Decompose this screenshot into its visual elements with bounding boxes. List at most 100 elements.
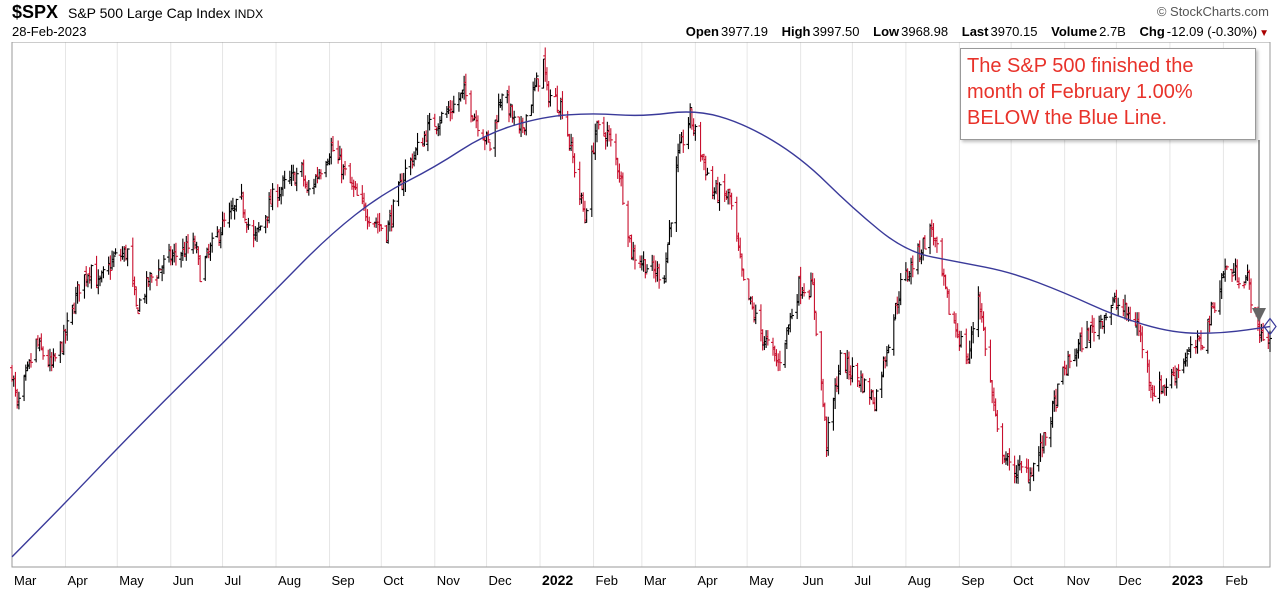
ohlc-bar	[910, 255, 915, 278]
ohlc-bar	[608, 128, 613, 147]
last-price-marker	[1263, 317, 1277, 336]
ohlc-bar	[1055, 383, 1060, 407]
x-axis-labels: Mar Apr May Jun Jul Aug Sep Oct Nov Dec 2022 Feb Mar…	[14, 572, 1248, 588]
ohlc-bar	[548, 89, 553, 107]
ohlc-bar	[203, 256, 208, 281]
ohlc-bar	[891, 314, 896, 356]
ohlc-bar	[1185, 349, 1190, 367]
open-value: 3977.19	[720, 24, 768, 39]
ohlc-bar	[270, 183, 275, 211]
ohlc-bar	[28, 353, 33, 368]
ohlc-bar	[753, 304, 758, 325]
ohlc-bar	[512, 110, 517, 126]
ohlc-bar	[898, 273, 903, 306]
x-tick-label-2: May	[119, 573, 144, 588]
ohlc-bar	[777, 350, 782, 371]
x-tick-label-8: Nov	[437, 573, 461, 588]
ohlc-bar	[1091, 317, 1096, 342]
ohlc-bar	[306, 180, 311, 196]
ohlc-bar	[729, 192, 734, 210]
ohlc-bar	[161, 255, 166, 275]
ohlc-bar	[439, 111, 444, 124]
ohlc-bar	[330, 136, 335, 152]
down-triangle-icon: ▼	[1259, 28, 1269, 39]
ohlc-bar	[113, 248, 118, 255]
ohlc-bar	[717, 182, 722, 211]
ohlc-bar	[705, 167, 710, 176]
ohlc-bar	[1054, 388, 1059, 412]
ohlc-bar	[1176, 364, 1181, 379]
ohlc-bar	[156, 259, 161, 279]
x-tick-label-3: Jun	[173, 573, 194, 588]
ohlc-bar	[420, 137, 425, 147]
ohlc-bar	[1067, 354, 1072, 369]
ohlc-bar	[149, 273, 154, 283]
ohlc-bar	[508, 103, 513, 118]
ohlc-bar	[210, 232, 215, 253]
ohlc-bar	[855, 362, 860, 387]
stockcharts-credit[interactable]: © StockCharts.com	[1156, 4, 1269, 19]
ohlc-bar	[922, 235, 927, 250]
ohlc-bar	[596, 120, 601, 130]
ohlc-bar	[693, 124, 698, 141]
annotation-arrow	[1252, 140, 1266, 322]
grid-lines	[11, 42, 1224, 567]
chart-header: $SPX S&P 500 Large Cap Index INDX 28-Feb-…	[0, 0, 1277, 42]
ohlc-bar	[173, 242, 178, 266]
ohlc-bar	[16, 391, 21, 410]
ohlc-bar	[488, 141, 493, 152]
ohlc-bar	[379, 224, 384, 232]
ohlc-bar	[1109, 304, 1114, 326]
x-tick-label-20: Nov	[1067, 573, 1091, 588]
ohlc-bar	[1019, 460, 1024, 474]
x-tick-label-23: Feb	[1225, 573, 1247, 588]
index-name: S&P 500 Large Cap Index INDX	[68, 5, 263, 21]
ohlc-bar	[959, 330, 964, 348]
ohlc-bar	[555, 85, 560, 113]
ohlc-bar	[134, 286, 139, 307]
ohlc-bar	[1236, 277, 1241, 289]
x-tick-label-18: Sep	[961, 573, 984, 588]
low-label: Low	[873, 24, 900, 39]
x-tick-label-0: Mar	[14, 573, 37, 588]
ohlc-bar	[645, 264, 650, 273]
moving-average-line	[11, 111, 1271, 558]
ohlc-bar	[148, 271, 153, 291]
ohlc-bar	[475, 115, 480, 137]
ohlc-bar	[995, 410, 1000, 432]
ohlc-bar	[524, 114, 529, 136]
last-label: Last	[961, 24, 989, 39]
ohlc-bar	[850, 357, 855, 383]
ohlc-bar	[1249, 278, 1254, 313]
ohlc-bar	[534, 72, 539, 88]
ohlc-bar	[669, 222, 674, 238]
ohlc-bar	[186, 234, 191, 254]
ohlc-bar	[294, 167, 299, 192]
ohlc-bar	[643, 259, 648, 279]
ohlc-bar	[584, 208, 589, 223]
price-chart[interactable]: Mar Apr May Jun Jul Aug Sep Oct Nov Dec 2022 Feb Mar…	[0, 42, 1277, 594]
ohlc-bar	[1224, 265, 1229, 271]
index-name-text: S&P 500 Large Cap Index	[68, 5, 231, 21]
ohlc-bar	[1116, 297, 1121, 317]
ohlc-bar	[765, 330, 770, 346]
ohlc-bar	[89, 264, 94, 289]
ohlc-bar	[983, 326, 988, 357]
ohlc-bar	[741, 268, 746, 281]
ohlc-bar	[125, 248, 130, 267]
ohlc-bar	[1261, 322, 1266, 342]
ohlc-bar	[367, 216, 372, 227]
ohlc-bar	[1079, 327, 1084, 353]
ohlc-bar	[688, 103, 693, 129]
ohlc-bar	[415, 132, 420, 156]
ohlc-bar	[632, 244, 637, 270]
x-tick-label-17: Aug	[908, 573, 931, 588]
ohlc-bar	[1031, 462, 1036, 482]
ohlc-bar	[1104, 312, 1109, 321]
ohlc-readout: Open 3977.19 High 3997.50 Low 3968.98 Last 3…	[686, 24, 1269, 39]
ohlc-bar	[500, 93, 505, 111]
ohlc-bar	[681, 129, 686, 153]
ohlc-bar	[463, 73, 468, 105]
x-tick-label-5: Aug	[278, 573, 301, 588]
ohlc-bar	[53, 352, 58, 362]
